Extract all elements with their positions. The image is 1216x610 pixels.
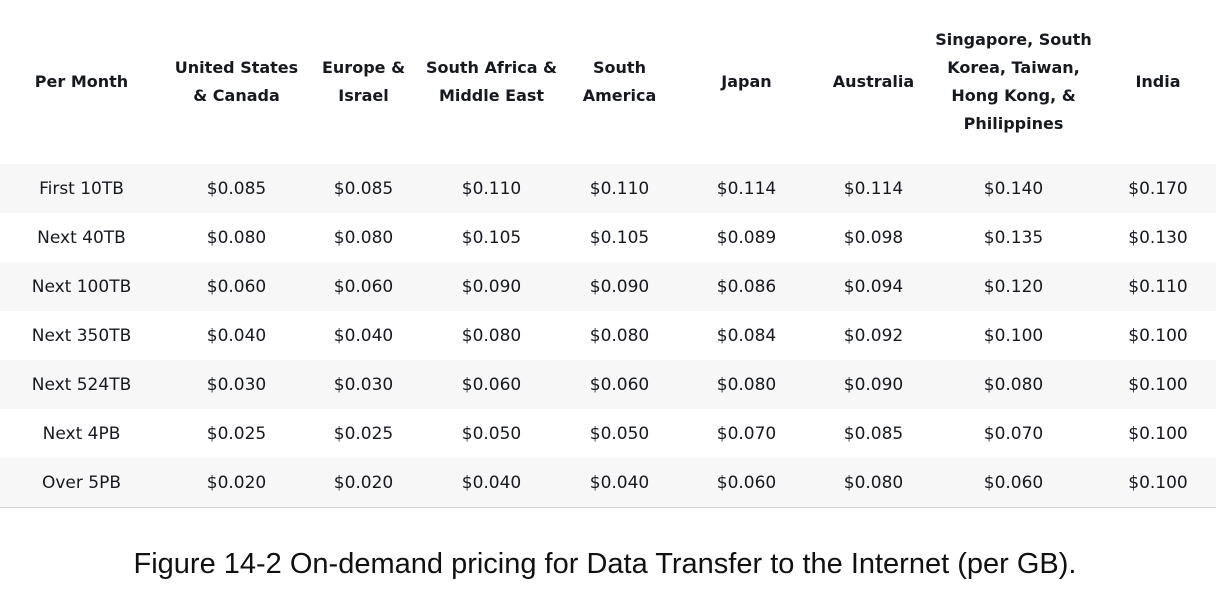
price-cell: $0.114 [673, 164, 820, 213]
price-cell: $0.040 [333, 325, 394, 346]
price-cell: $0.050 [461, 423, 522, 444]
header-japan: Japan [721, 72, 772, 91]
price-cell: $0.085 [310, 164, 417, 213]
header-australia: Australia [832, 72, 915, 91]
figure-caption: Figure 14-2 On-demand pricing for Data T… [133, 548, 1077, 580]
price-cell: $0.080 [206, 227, 267, 248]
price-cell: $0.040 [566, 458, 673, 508]
table-row: Next 100TB $0.060 $0.060 $0.090 $0.090 $0.086… [0, 262, 1216, 311]
header-singapore-korea-taiwan-hk-philippines: Singapore, South Korea, Taiwan, Hong Kon… [935, 30, 1092, 133]
header-per-month: Per Month [34, 72, 129, 91]
price-cell: $0.080 [927, 360, 1100, 409]
price-cell: $0.086 [673, 262, 820, 311]
price-cell: $0.080 [461, 325, 522, 346]
price-cell: $0.060 [163, 262, 310, 311]
price-cell: $0.070 [983, 423, 1044, 444]
price-cell: $0.140 [927, 164, 1100, 213]
header-us-canada: United States & Canada [174, 58, 299, 105]
price-cell: $0.060 [417, 360, 566, 409]
tier-label-cell: Next 100TB [0, 262, 163, 311]
price-cell: $0.130 [1128, 227, 1188, 248]
price-cell: $0.020 [310, 458, 417, 508]
price-cell: $0.085 [163, 164, 310, 213]
header-row: Per Month United States & Canada Europe … [0, 0, 1216, 164]
price-cell: $0.098 [843, 227, 904, 248]
table-row: First 10TB $0.085 $0.085 $0.110 $0.110 $0.114… [0, 164, 1216, 213]
table-row: Next 40TB $0.080 $0.080 $0.105 $0.105 $0.089 $… [0, 213, 1216, 262]
tier-label-cell: Over 5PB [0, 458, 163, 508]
price-cell: $0.100 [983, 325, 1044, 346]
price-cell: $0.020 [163, 458, 310, 508]
price-cell: $0.100 [1100, 458, 1216, 508]
table-row: Next 350TB $0.040 $0.040 $0.080 $0.080 $0.084… [0, 311, 1216, 360]
price-cell: $0.050 [589, 423, 650, 444]
tier-label-cell: Next 350TB [31, 325, 132, 346]
price-cell: $0.110 [566, 164, 673, 213]
price-cell: $0.060 [310, 262, 417, 311]
price-cell: $0.100 [1100, 360, 1216, 409]
price-cell: $0.170 [1100, 164, 1216, 213]
tier-label-cell: Next 4PB [42, 423, 121, 444]
price-cell: $0.040 [417, 458, 566, 508]
table-row: Next 524TB $0.030 $0.030 $0.060 $0.060 $0.080… [0, 360, 1216, 409]
price-cell: $0.080 [673, 360, 820, 409]
price-cell: $0.135 [983, 227, 1044, 248]
price-cell: $0.100 [1128, 423, 1188, 444]
price-cell: $0.080 [589, 325, 650, 346]
price-cell: $0.025 [206, 423, 267, 444]
table-body: First 10TB $0.085 $0.085 $0.110 $0.110 $0.114… [0, 164, 1216, 508]
table-row: Next 4PB $0.025 $0.025 $0.050 $0.050 $0.070 $0… [0, 409, 1216, 458]
price-cell: $0.120 [927, 262, 1100, 311]
price-cell: $0.090 [820, 360, 927, 409]
price-cell: $0.060 [566, 360, 673, 409]
price-cell: $0.080 [820, 458, 927, 508]
price-cell: $0.070 [716, 423, 777, 444]
price-cell: $0.040 [206, 325, 267, 346]
price-cell: $0.030 [310, 360, 417, 409]
tier-label-cell: Next 40TB [37, 227, 126, 248]
price-cell: $0.100 [1128, 325, 1188, 346]
price-cell: $0.105 [589, 227, 650, 248]
price-cell: $0.092 [843, 325, 904, 346]
header-india: India [1135, 72, 1181, 91]
price-cell: $0.060 [673, 458, 820, 508]
price-cell: $0.030 [163, 360, 310, 409]
price-cell: $0.110 [1100, 262, 1216, 311]
price-cell: $0.089 [716, 227, 777, 248]
price-cell: $0.090 [417, 262, 566, 311]
pricing-table: Per Month United States & Canada Europe … [0, 0, 1216, 508]
header-europe-israel: Europe & Israel [321, 58, 406, 105]
header-south-africa-middle-east: South Africa & Middle East [425, 58, 558, 105]
price-cell: $0.080 [333, 227, 394, 248]
price-cell: $0.084 [716, 325, 777, 346]
price-cell: $0.105 [461, 227, 522, 248]
tier-label-cell: Next 524TB [0, 360, 163, 409]
price-cell: $0.114 [820, 164, 927, 213]
price-cell: $0.090 [566, 262, 673, 311]
price-cell: $0.110 [417, 164, 566, 213]
price-cell: $0.025 [333, 423, 394, 444]
price-cell: $0.060 [927, 458, 1100, 508]
table-row: Over 5PB $0.020 $0.020 $0.040 $0.040 $0.060 $0… [0, 458, 1216, 508]
header-south-america: South America [582, 58, 657, 105]
price-cell: $0.094 [820, 262, 927, 311]
price-cell: $0.085 [843, 423, 904, 444]
tier-label-cell: First 10TB [0, 164, 163, 213]
